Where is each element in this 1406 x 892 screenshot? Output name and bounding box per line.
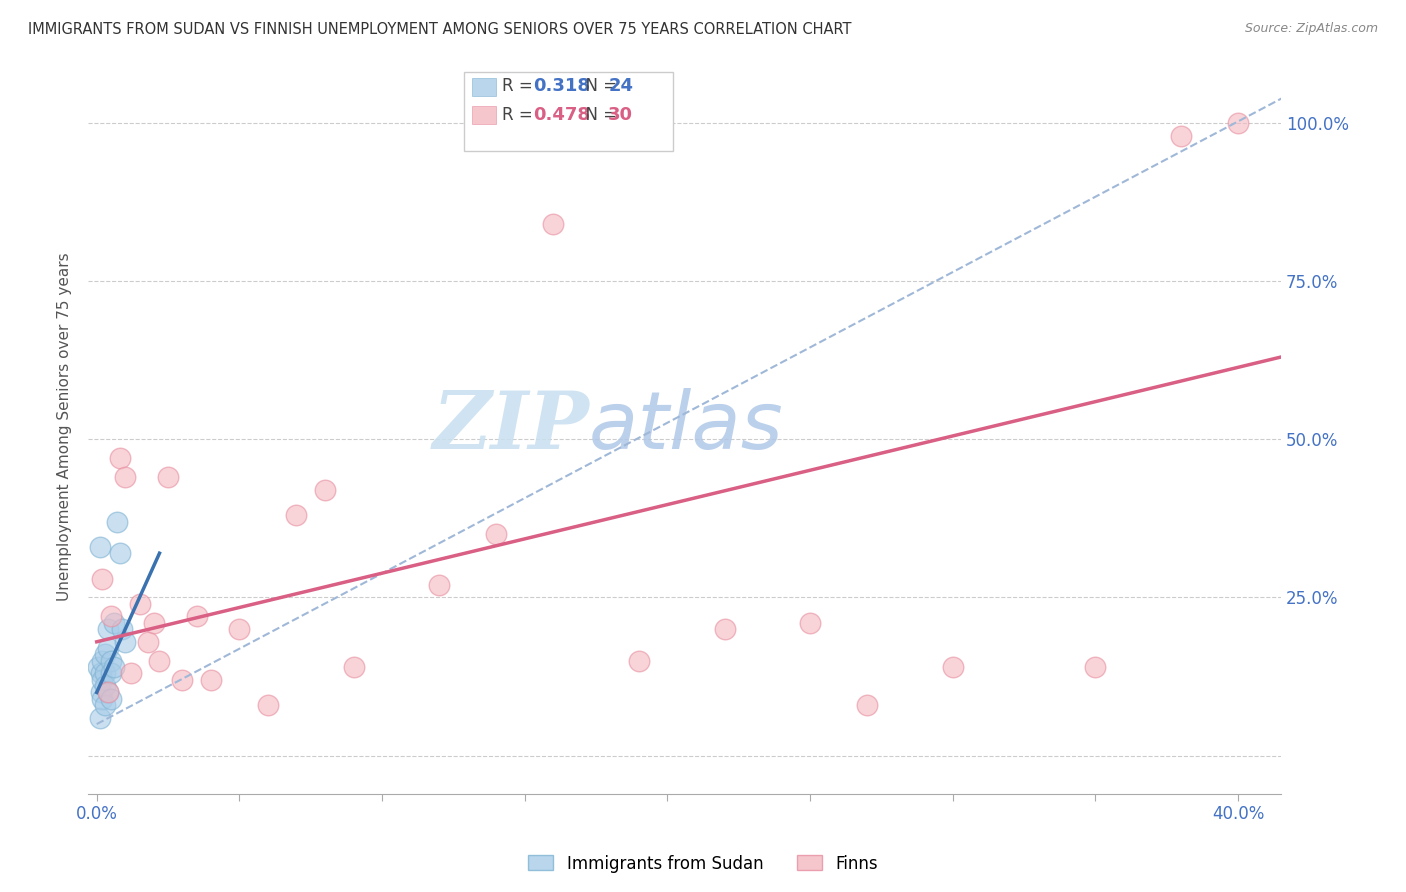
- Point: [87, 660, 110, 674]
- FancyBboxPatch shape: [464, 72, 672, 152]
- Text: R =: R =: [502, 106, 538, 124]
- Point: [94, 648, 117, 662]
- Text: N =: N =: [575, 77, 623, 95]
- Point: [97, 641, 120, 656]
- Text: 24: 24: [609, 77, 633, 95]
- Point: [90, 666, 112, 681]
- Point: [114, 470, 136, 484]
- Point: [108, 451, 131, 466]
- Point: [100, 666, 122, 681]
- Point: [543, 217, 565, 231]
- Point: [97, 622, 120, 636]
- Point: [89, 711, 111, 725]
- Point: [91, 572, 114, 586]
- Text: IMMIGRANTS FROM SUDAN VS FINNISH UNEMPLOYMENT AMONG SENIORS OVER 75 YEARS CORREL: IMMIGRANTS FROM SUDAN VS FINNISH UNEMPLO…: [28, 22, 852, 37]
- Point: [91, 691, 114, 706]
- Text: R =: R =: [502, 77, 538, 95]
- Point: [100, 691, 122, 706]
- Point: [100, 609, 122, 624]
- Point: [136, 635, 159, 649]
- Point: [627, 654, 650, 668]
- Point: [148, 654, 170, 668]
- Point: [1084, 660, 1107, 674]
- Text: 0.478: 0.478: [533, 106, 591, 124]
- Bar: [472, 106, 496, 124]
- Point: [799, 615, 821, 630]
- Point: [856, 698, 879, 712]
- Point: [97, 685, 120, 699]
- Point: [90, 685, 112, 699]
- Text: N =: N =: [575, 106, 623, 124]
- Point: [94, 698, 117, 712]
- Point: [186, 609, 208, 624]
- Point: [105, 515, 128, 529]
- Point: [157, 470, 180, 484]
- Point: [172, 673, 194, 687]
- Point: [228, 622, 250, 636]
- Text: Source: ZipAtlas.com: Source: ZipAtlas.com: [1244, 22, 1378, 36]
- Point: [1227, 116, 1250, 130]
- Legend: Immigrants from Sudan, Finns: Immigrants from Sudan, Finns: [522, 848, 884, 880]
- Point: [120, 666, 142, 681]
- Point: [100, 654, 122, 668]
- Point: [91, 673, 114, 687]
- Text: 0.318: 0.318: [533, 77, 591, 95]
- Point: [94, 666, 117, 681]
- Point: [942, 660, 965, 674]
- Y-axis label: Unemployment Among Seniors over 75 years: Unemployment Among Seniors over 75 years: [58, 252, 72, 601]
- Text: ZIP: ZIP: [432, 388, 589, 466]
- Text: 30: 30: [609, 106, 633, 124]
- Point: [108, 546, 131, 560]
- Point: [103, 615, 125, 630]
- Point: [128, 597, 150, 611]
- Point: [342, 660, 364, 674]
- Point: [427, 578, 450, 592]
- Point: [1170, 128, 1192, 143]
- Bar: [472, 78, 496, 96]
- Point: [314, 483, 336, 497]
- Point: [94, 679, 117, 693]
- Point: [485, 527, 508, 541]
- Point: [111, 622, 134, 636]
- Point: [257, 698, 280, 712]
- Point: [285, 508, 308, 523]
- Point: [142, 615, 165, 630]
- Point: [89, 540, 111, 554]
- Point: [103, 660, 125, 674]
- Point: [91, 654, 114, 668]
- Text: atlas: atlas: [589, 388, 785, 466]
- Point: [713, 622, 735, 636]
- Point: [200, 673, 222, 687]
- Point: [97, 685, 120, 699]
- Point: [114, 635, 136, 649]
